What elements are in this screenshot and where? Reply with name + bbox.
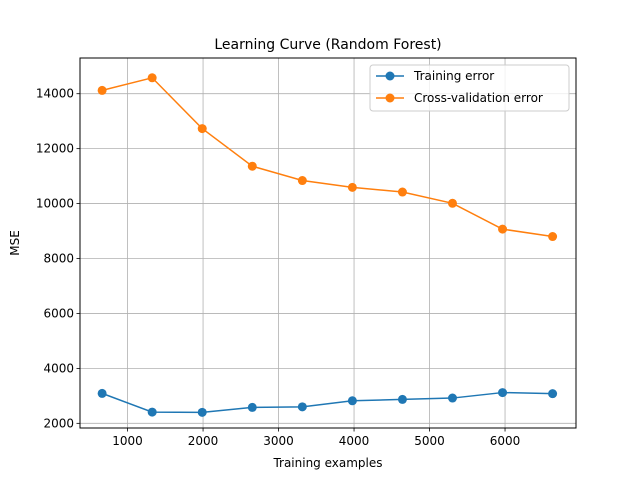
legend-label-cv: Cross-validation error bbox=[414, 91, 543, 105]
data-point-cv-error bbox=[397, 187, 407, 197]
data-point-cv-error bbox=[498, 224, 508, 234]
data-point-training-error bbox=[297, 402, 307, 412]
data-point-training-error bbox=[447, 393, 457, 403]
data-point-training-error bbox=[147, 407, 157, 417]
ticks: 1000 2000 3000 4000 5000 6000 2000 4000 6000 8000… bbox=[36, 87, 520, 448]
chart-title: Learning Curve (Random Forest) bbox=[214, 37, 441, 53]
y-axis-label: MSE bbox=[8, 230, 22, 256]
legend-marker-cv bbox=[385, 93, 395, 103]
x-tick-label: 4000 bbox=[339, 434, 370, 448]
legend: Training error Cross-validation error bbox=[369, 64, 570, 112]
x-axis-label: Training examples bbox=[272, 456, 382, 470]
y-tick-label: 12000 bbox=[36, 142, 74, 156]
data-point-cv-error bbox=[247, 161, 257, 171]
data-point-training-error bbox=[97, 388, 107, 398]
y-tick-label: 6000 bbox=[43, 306, 74, 320]
data-point-cv-error bbox=[297, 176, 307, 186]
y-tick-label: 10000 bbox=[36, 197, 74, 211]
grid bbox=[80, 58, 576, 428]
plot-area-frame bbox=[79, 57, 577, 429]
y-tick-label: 8000 bbox=[43, 252, 74, 266]
y-tick-label: 2000 bbox=[43, 416, 74, 430]
x-tick-label: 3000 bbox=[263, 434, 294, 448]
x-tick-label: 6000 bbox=[490, 434, 521, 448]
data-point-cv-error bbox=[197, 124, 207, 134]
data-point-cv-error bbox=[548, 232, 558, 242]
legend-box bbox=[369, 64, 570, 112]
y-tick-label: 4000 bbox=[43, 361, 74, 375]
data-point-training-error bbox=[247, 402, 257, 412]
legend-label-training: Training error bbox=[413, 69, 494, 83]
x-tick-label: 5000 bbox=[414, 434, 445, 448]
legend-marker-training bbox=[385, 71, 395, 81]
data-point-training-error bbox=[548, 389, 558, 399]
data-point-training-error bbox=[347, 396, 357, 406]
data-point-cv-error bbox=[447, 198, 457, 208]
data-point-cv-error bbox=[97, 85, 107, 95]
series-line-training-error bbox=[101, 391, 553, 414]
series-line-cv-error bbox=[101, 76, 553, 238]
y-tick-label: 14000 bbox=[36, 87, 74, 101]
x-tick-label: 2000 bbox=[188, 434, 219, 448]
x-tick-label: 1000 bbox=[112, 434, 143, 448]
data-point-cv-error bbox=[347, 182, 357, 192]
data-point-training-error bbox=[397, 394, 407, 404]
series-layer bbox=[97, 73, 558, 417]
data-point-training-error bbox=[498, 388, 508, 398]
data-point-training-error bbox=[197, 407, 207, 417]
data-point-cv-error bbox=[147, 73, 157, 83]
